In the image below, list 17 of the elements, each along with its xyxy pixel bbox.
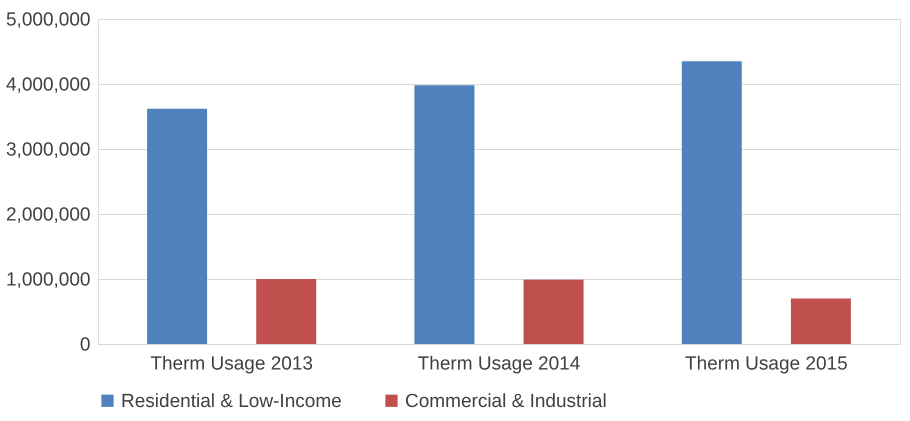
bar <box>682 61 742 344</box>
legend-label: Residential & Low-Income <box>121 390 342 412</box>
bar <box>790 298 851 344</box>
y-tick-label: 5,000,000 <box>6 10 90 30</box>
bar <box>256 279 316 344</box>
x-tick-label: Therm Usage 2015 <box>685 354 848 374</box>
x-tick-label: Therm Usage 2014 <box>418 354 581 374</box>
y-tick-label: 4,000,000 <box>6 74 90 96</box>
y-tick-label: 0 <box>80 334 90 356</box>
x-tick-label: Therm Usage 2013 <box>150 354 313 374</box>
y-tick-label: 3,000,000 <box>6 140 90 160</box>
bar <box>414 85 474 344</box>
y-tick-label: 2,000,000 <box>6 204 90 226</box>
y-tick-label: 1,000,000 <box>6 270 90 290</box>
bar <box>147 108 208 344</box>
bar <box>524 280 584 344</box>
legend-label: Commercial & Industrial <box>405 390 607 412</box>
